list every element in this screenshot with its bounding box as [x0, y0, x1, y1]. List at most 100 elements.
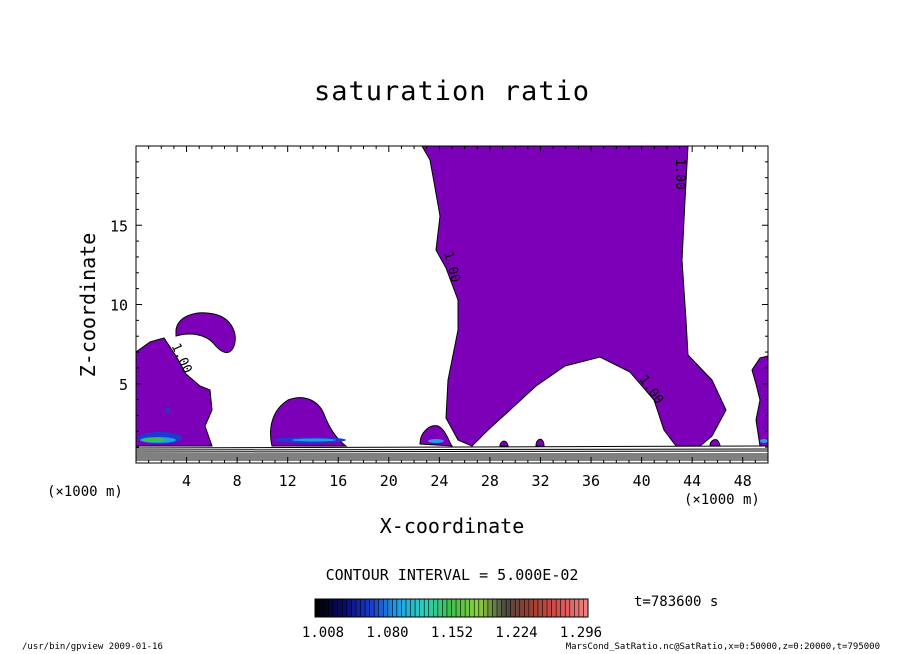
colorbar-cell	[478, 599, 484, 617]
x-tick-label: 12	[279, 472, 297, 490]
colorbar-tick-label: 1.296	[560, 625, 602, 641]
footer-source: MarsCond_SatRatio.nc@SatRatio,x=0:50000,…	[565, 642, 880, 652]
colorbar-cell	[542, 599, 548, 617]
y-tick-label: 5	[119, 376, 128, 394]
colorbar-cell	[392, 599, 398, 617]
blob-speck	[166, 407, 170, 413]
colorbar-tick-labels: 1.008 1.080 1.152 1.224 1.296	[302, 625, 602, 641]
colorbar-frame	[314, 598, 589, 618]
x-tick-label: 40	[633, 472, 651, 490]
blob-mid-cyan	[292, 438, 336, 442]
colorbar-tick-label: 1.008	[302, 625, 344, 641]
blob-right	[760, 439, 768, 443]
colorbar-cell	[560, 599, 566, 617]
colorbar-cell	[374, 599, 379, 617]
colorbar-cell	[547, 599, 552, 617]
colorbar-cell	[442, 599, 448, 617]
colorbar-cell	[506, 599, 511, 617]
saturated-region-small-cloud	[175, 312, 236, 353]
colorbar-cell	[460, 599, 466, 617]
colorbar-cell	[497, 599, 502, 617]
colorbar-cell	[433, 599, 439, 617]
colorbar-cell	[501, 599, 507, 617]
colorbar-cell	[328, 599, 334, 617]
blob-small	[428, 439, 444, 443]
colorbar-cell	[424, 599, 430, 617]
x-tick-label: 48	[734, 472, 752, 490]
x-axis-label: X-coordinate	[379, 514, 525, 538]
colorbar-cell	[456, 599, 461, 617]
colorbar-cell	[319, 599, 325, 617]
x-unit-label-right: (×1000 m)	[684, 492, 760, 508]
saturated-region-right	[751, 355, 768, 447]
footer-command: /usr/bin/gpview 2009-01-16	[22, 642, 163, 652]
saturated-region-middle	[270, 397, 348, 447]
saturated-region-large	[421, 146, 727, 447]
colorbar-cell	[337, 599, 343, 617]
colorbar-cell	[419, 599, 425, 617]
colorbar-cell	[383, 599, 389, 617]
x-tick-label: 20	[380, 472, 398, 490]
x-tick-label: 4	[182, 472, 191, 490]
colorbar-tick-label: 1.080	[366, 625, 408, 641]
colorbar-cell	[469, 599, 475, 617]
colorbar-cell	[537, 599, 543, 617]
y-axis-ticks: 5 10 15	[110, 161, 768, 448]
colorbar-cell	[387, 599, 393, 617]
colorbar-tick-label: 1.152	[431, 625, 473, 641]
colorbar-cell	[528, 599, 534, 617]
time-label: t=783600 s	[634, 594, 719, 610]
x-tick-label: 44	[683, 472, 701, 490]
colorbar-cell	[483, 599, 489, 617]
colorbar-cell	[569, 599, 575, 617]
chart-title: saturation ratio	[313, 76, 591, 107]
colorbar-cell	[410, 599, 416, 617]
colorbar-cell	[474, 599, 480, 617]
saturated-region-speck	[709, 439, 721, 447]
colorbar-cell	[315, 599, 320, 617]
blob-green	[142, 438, 166, 442]
colorbar-cell	[533, 599, 539, 617]
colorbar-cell	[401, 599, 407, 617]
colorbar-cell	[351, 599, 357, 617]
colorbar-cell	[360, 599, 366, 617]
contour-label: 1.00	[672, 158, 687, 189]
near-surface-contours	[136, 445, 768, 461]
colorbar-cell	[451, 599, 457, 617]
colorbar-cell	[415, 599, 420, 617]
x-tick-label: 16	[329, 472, 347, 490]
contour-interval-label: CONTOUR INTERVAL = 5.000E-02	[325, 566, 579, 584]
colorbar-cell	[333, 599, 339, 617]
x-tick-label: 28	[481, 472, 499, 490]
colorbar-cell	[565, 599, 571, 617]
colorbar-cell	[406, 599, 411, 617]
colorbar-cell	[578, 599, 584, 617]
colorbar-cell	[574, 599, 580, 617]
colorbar-cell	[487, 599, 493, 617]
colorbar-tick-label: 1.224	[495, 625, 537, 641]
y-tick-label: 10	[110, 297, 128, 315]
colorbar-cell	[324, 599, 329, 617]
colorbar-cell	[524, 599, 530, 617]
saturated-region-tiny	[419, 425, 453, 447]
colorbar-cell	[437, 599, 443, 617]
colorbar-cell	[342, 599, 348, 617]
x-tick-label: 24	[430, 472, 448, 490]
colorbar-cell	[465, 599, 470, 617]
colorbar	[314, 599, 589, 617]
x-axis-ticks: 4 8 12 16 20 24 28 32 36 40 44 48	[148, 146, 756, 490]
high-saturation-blobs	[138, 407, 768, 444]
colorbar-cell	[515, 599, 521, 617]
saturated-region-left	[136, 337, 213, 447]
colorbar-cell	[396, 599, 402, 617]
colorbar-cell	[378, 599, 384, 617]
colorbar-cell	[519, 599, 525, 617]
colorbar-cell	[556, 599, 561, 617]
saturated-region-speck	[535, 438, 545, 447]
y-tick-label: 15	[110, 217, 128, 235]
colorbar-cell	[510, 599, 516, 617]
colorbar-cell	[346, 599, 352, 617]
colorbar-cell	[428, 599, 434, 617]
x-tick-label: 32	[531, 472, 549, 490]
colorbar-cell	[446, 599, 452, 617]
